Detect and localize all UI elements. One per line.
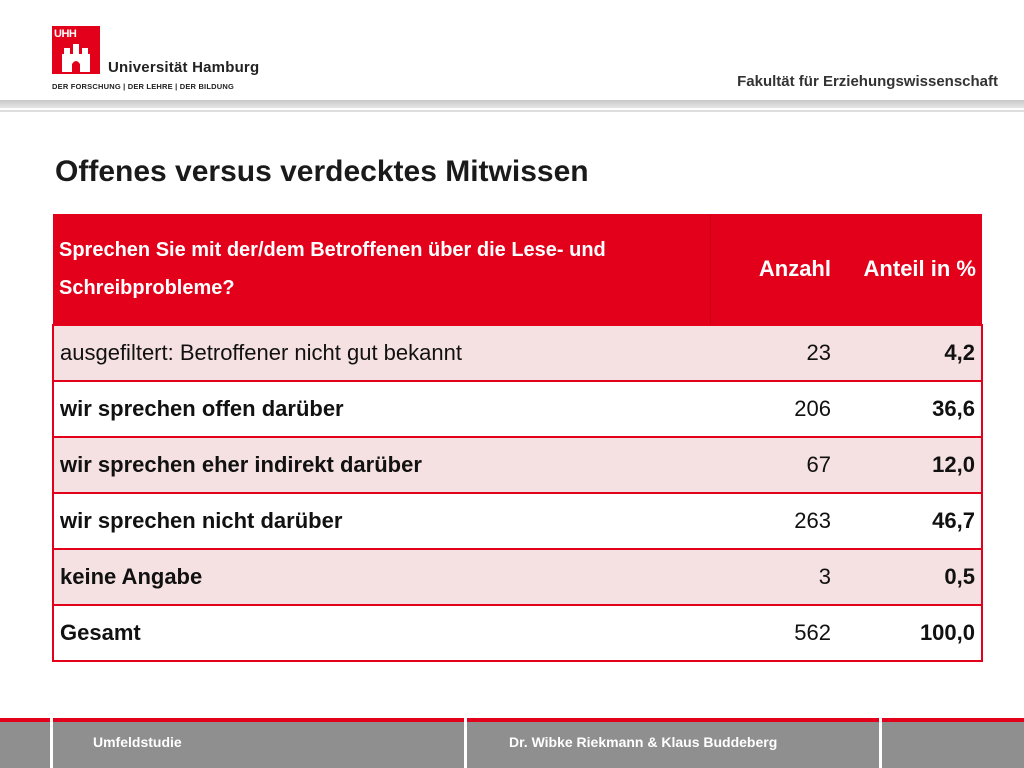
row-percent: 36,6 [837, 381, 983, 438]
row-count: 263 [710, 493, 837, 550]
table-row: wir sprechen eher indirekt darüber 67 12… [52, 437, 983, 494]
row-count: 3 [710, 549, 837, 606]
table-row: keine Angabe 3 0,5 [52, 549, 983, 606]
table-row: wir sprechen nicht darüber 263 46,7 [52, 493, 983, 550]
results-table: Sprechen Sie mit der/dem Betroffenen übe… [52, 214, 983, 662]
header-count: Anzahl [710, 214, 837, 326]
header-question: Sprechen Sie mit der/dem Betroffenen übe… [53, 214, 711, 326]
row-label: keine Angabe [52, 549, 710, 606]
university-motto: DER FORSCHUNG | DER LEHRE | DER BILDUNG [52, 82, 235, 91]
city-gate-icon [62, 44, 90, 72]
row-count: 23 [710, 325, 837, 382]
table-row: wir sprechen offen darüber 206 36,6 [52, 381, 983, 438]
row-percent: 12,0 [837, 437, 983, 494]
row-count: 562 [710, 605, 837, 662]
slide-title: Offenes versus verdecktes Mitwissen [55, 155, 589, 188]
footer-segment-end [882, 718, 1024, 768]
footer-segment-center: Dr. Wibke Riekmann & Klaus Buddeberg [467, 718, 879, 768]
table-row-total: Gesamt 562 100,0 [52, 605, 983, 662]
table-row: ausgefiltert: Betroffener nicht gut beka… [52, 325, 983, 382]
row-percent: 4,2 [837, 325, 983, 382]
logo-square: UHH [52, 26, 100, 74]
footer-segment-left: Umfeldstudie [53, 718, 464, 768]
row-percent: 0,5 [837, 549, 983, 606]
footer-center-text: Dr. Wibke Riekmann & Klaus Buddeberg [509, 734, 778, 750]
university-name: Universität Hamburg [108, 59, 260, 76]
row-count: 206 [710, 381, 837, 438]
table-header-row: Sprechen Sie mit der/dem Betroffenen übe… [53, 214, 982, 326]
header-divider [0, 100, 1024, 108]
footer-segment-start [0, 718, 50, 768]
logo-letters: UHH [54, 28, 77, 40]
slide-footer: Umfeldstudie Dr. Wibke Riekmann & Klaus … [0, 718, 1024, 768]
faculty-name: Fakultät für Erziehungswissenschaft [737, 73, 998, 90]
header-divider-thin [0, 110, 1024, 112]
row-label: wir sprechen nicht darüber [52, 493, 710, 550]
header-percent: Anteil in % [837, 214, 982, 326]
footer-left-text: Umfeldstudie [93, 734, 182, 750]
row-percent: 46,7 [837, 493, 983, 550]
row-label: Gesamt [52, 605, 710, 662]
row-label: ausgefiltert: Betroffener nicht gut beka… [52, 325, 710, 382]
row-label: wir sprechen offen darüber [52, 381, 710, 438]
row-percent: 100,0 [837, 605, 983, 662]
row-count: 67 [710, 437, 837, 494]
row-label: wir sprechen eher indirekt darüber [52, 437, 710, 494]
